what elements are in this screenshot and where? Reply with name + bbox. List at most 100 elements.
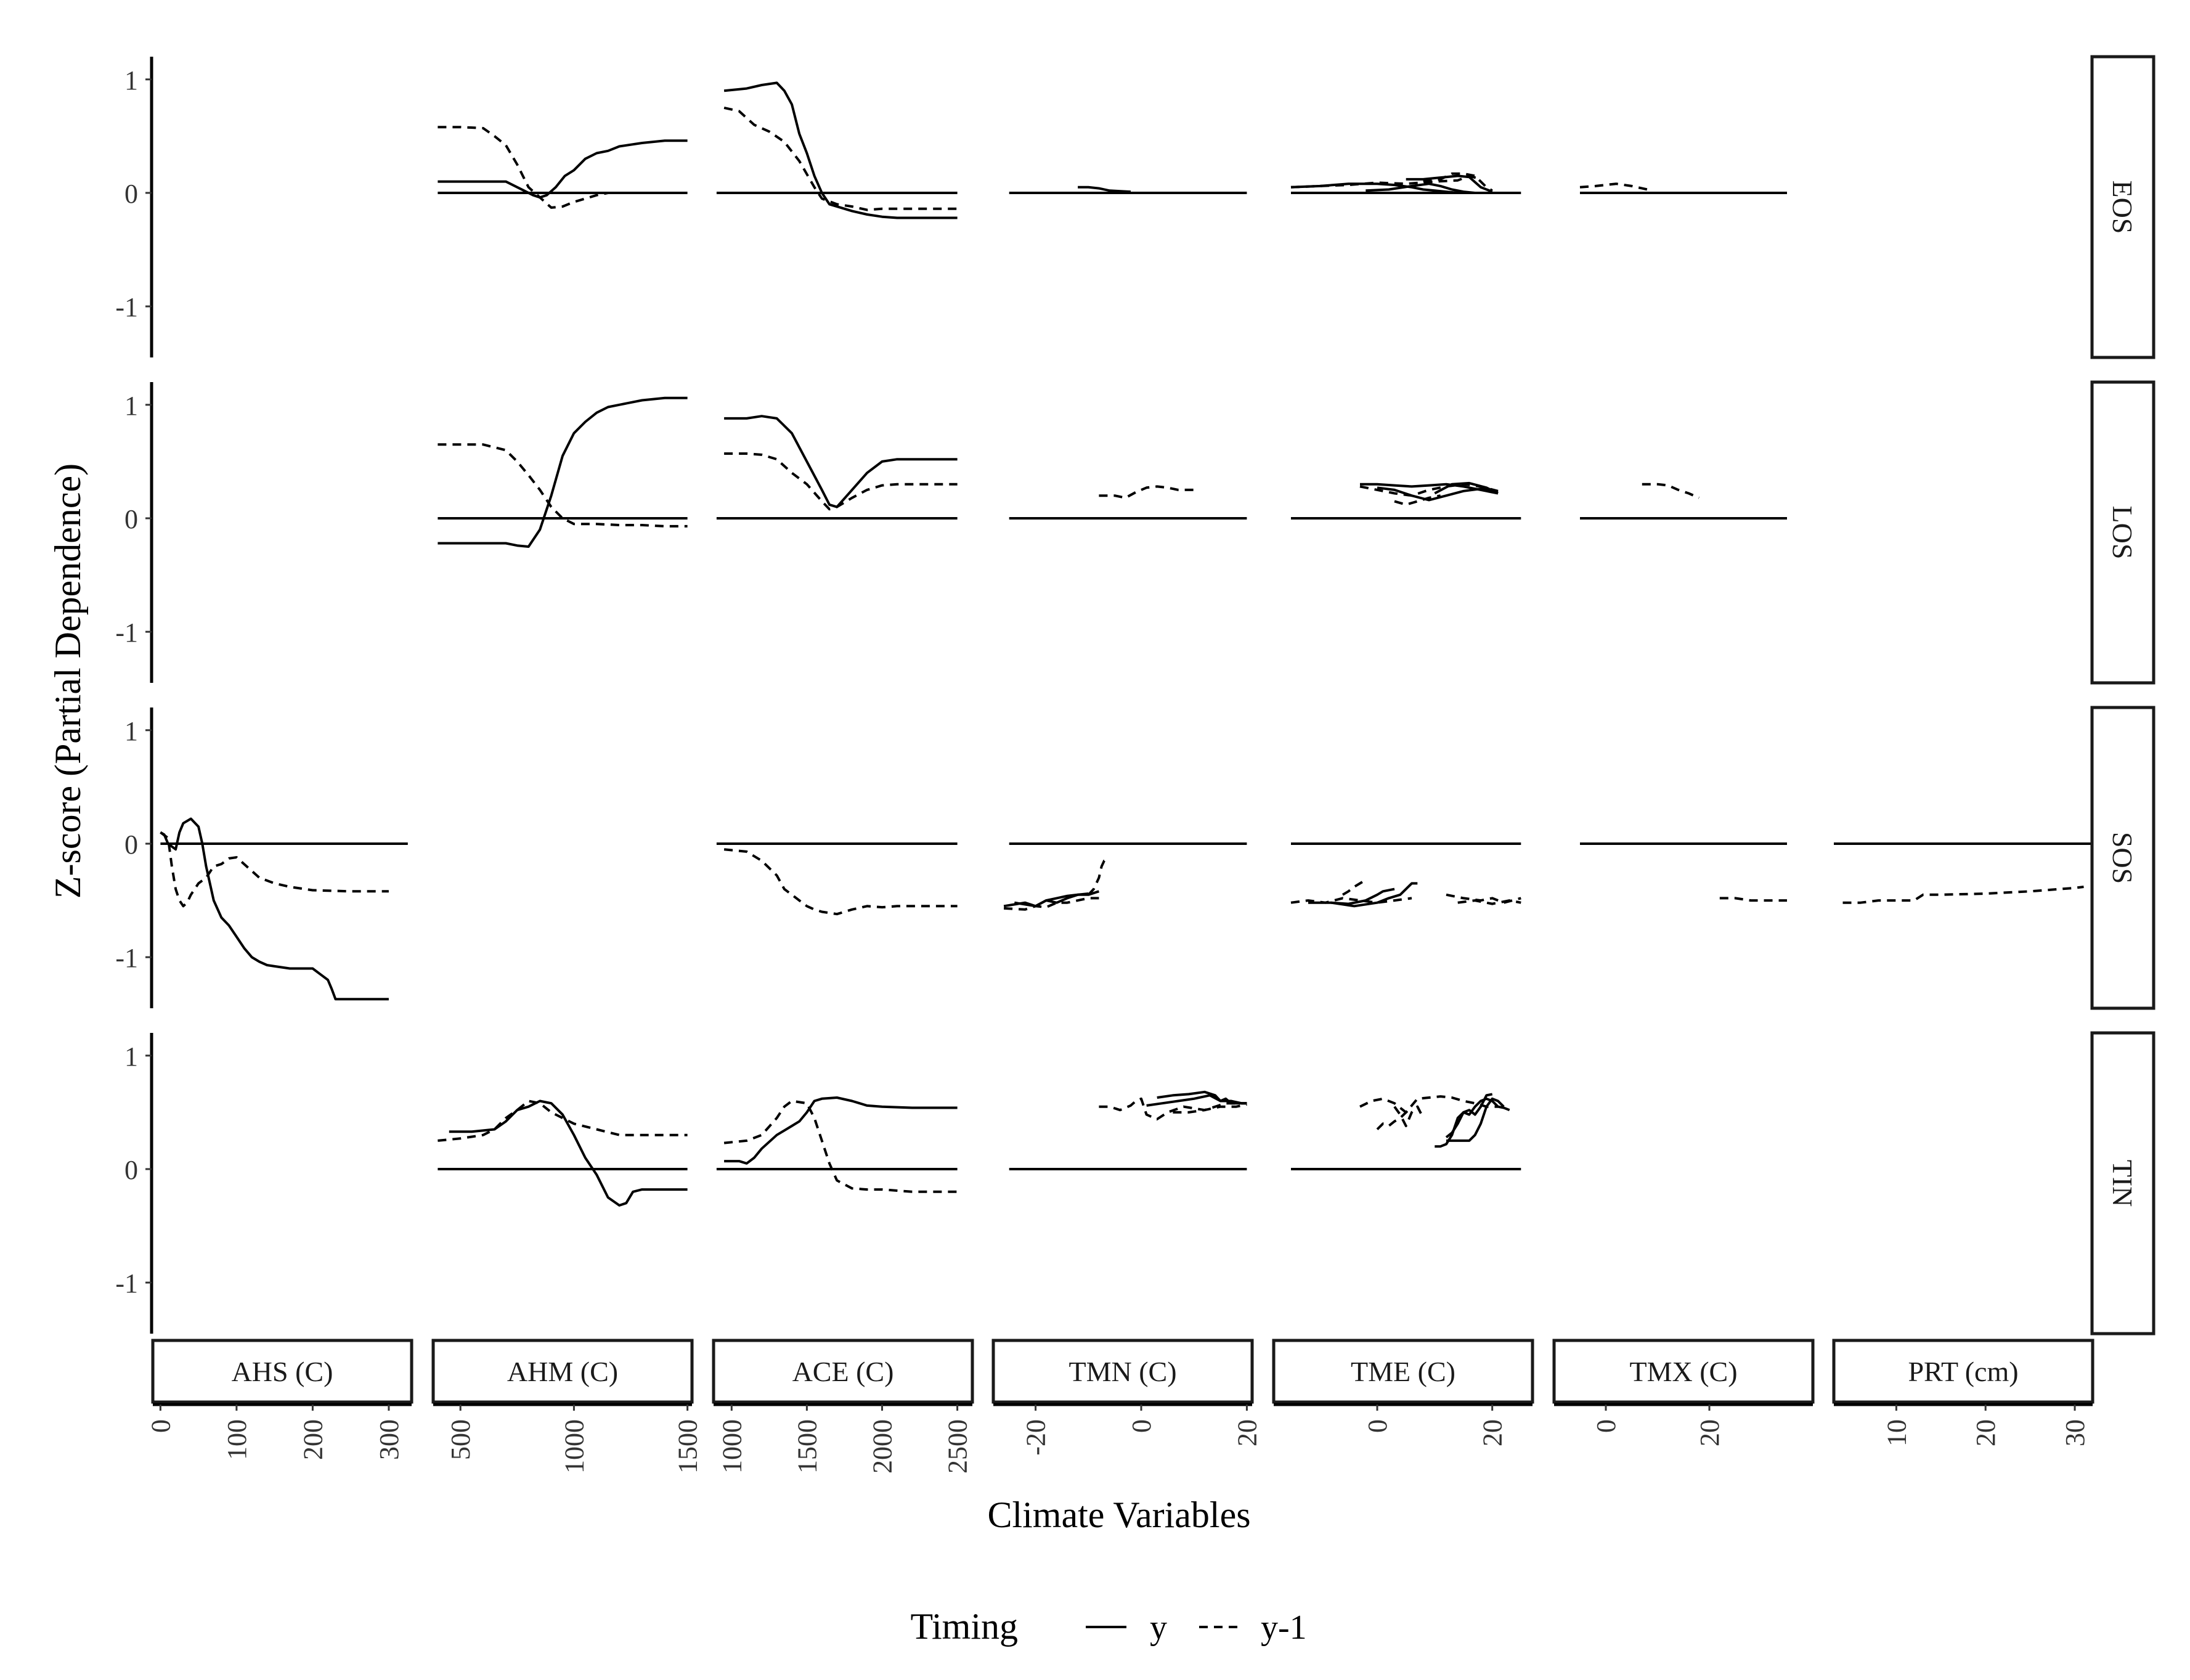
x-axis-ahs-c: 0 100 200 300 [145,1403,412,1460]
y-tick-label: -1 [115,292,138,322]
y-tick-label: 0 [124,830,138,860]
legend: Timing y y-1 [910,1606,1306,1647]
series-line-y-1 [1359,1095,1498,1114]
x-axis-tmn-c: -20 0 20 [993,1403,1262,1456]
col-strip-label: AHS (C) [232,1356,333,1387]
x-tick-label: 30 [2060,1419,2090,1446]
row-strip-box [2090,1031,2155,1335]
y-tick-label: 0 [124,504,138,534]
y-tick-label: 1 [124,716,138,746]
series-line-y-1 [1341,879,1367,896]
col-strip-tmn-c: TMN (C) [991,1339,1254,1404]
x-tick-label: 500 [446,1419,476,1460]
x-tick-label: 0 [1126,1419,1157,1433]
y-tick-label: 1 [124,1042,138,1072]
y-tick-label: 0 [124,179,138,209]
panel-los-ahm-c [438,396,688,548]
x-tick-label: 20 [1695,1419,1725,1446]
panel-sos-tmn-c [1003,842,1247,911]
y-axis-eos: -1 0 1 [115,57,153,357]
y-tick-label: 0 [124,1155,138,1185]
col-strip-label: AHM (C) [507,1356,618,1387]
series-line-y-1 [1446,893,1521,904]
col-strip-box [151,1339,413,1404]
panel-los-tmx-c [1580,483,1787,520]
row-strip-eos: EOS [2090,55,2155,359]
series-line-y [1331,887,1395,905]
series-line-y-1 [1719,897,1787,902]
series-line-y-1 [724,452,958,511]
panel-sos-prt-cm [1834,842,2093,904]
col-strip-box [1552,1339,1815,1404]
col-strip-tme-c: TME (C) [1272,1339,1534,1404]
row-strip-tin: TIN [2090,1031,2155,1335]
y-axis-title: Z-score (Partial Dependence) [47,463,88,899]
series-line-y [1445,1093,1493,1138]
series-line-y [724,1096,958,1165]
x-tick-label: -20 [1021,1419,1051,1456]
panel-sos-tme-c [1290,842,1521,908]
col-strip-box [1832,1339,2094,1404]
x-tick-label: 100 [222,1419,252,1460]
panel-eos-tmx-c [1579,182,1787,194]
series-line-y-1 [1173,1103,1247,1114]
x-axis-tmx-c: 0 20 [1554,1403,1813,1446]
series-line-y [1146,1094,1247,1107]
series-line-y-1 [1842,886,2084,904]
col-strip-ahs-c: AHS (C) [151,1339,413,1404]
series-line-y [1446,1097,1505,1142]
col-strip-prt-cm: PRT (cm) [1832,1339,2094,1404]
series-line-y-1 [1457,899,1521,905]
col-strip-ahm-c: AHM (C) [431,1339,694,1404]
series-line-y-1 [1376,1106,1413,1130]
series-line-y-1 [1393,1105,1425,1127]
series-line-y-1 [1290,897,1412,904]
series-line-y-1 [1087,857,1110,896]
series-line-y-1 [1423,172,1493,192]
panel-eos-ahm-c [438,126,688,209]
series-line-y-1 [723,106,958,211]
x-axis-ace-c: 1000 1500 2000 2500 [714,1403,973,1474]
row-strip-box [2090,55,2155,359]
row-strip-los: LOS [2090,380,2155,685]
y-tick-label: 1 [124,391,138,421]
panel-tin-ahm-c [438,1099,688,1207]
panel-tin-tmn-c [1009,1090,1247,1170]
col-strip-label: PRT (cm) [1908,1356,2018,1387]
x-tick-label: 200 [298,1419,328,1460]
x-tick-label: 1000 [717,1419,747,1474]
row-strip-label: LOS [2107,506,2138,560]
y-axis-sos: -1 0 1 [115,707,153,1008]
series-line-y-1 [438,1099,688,1142]
series-line-y [724,415,958,508]
panel-sos-ahs-c [160,817,408,1001]
x-tick-label: 10 [1881,1419,1911,1446]
row-strip-sos: SOS [2090,706,2155,1010]
series-line-y [438,396,688,548]
series-line-y-1 [438,443,688,528]
legend-label-y-1: y-1 [1261,1609,1307,1647]
col-strip-box [431,1339,694,1404]
strips-layer: EOS LOS SOS TIN AHS (C) AHM (C) ACE (C) TMN (C)… [151,55,2155,1404]
series-line-y-1 [723,1099,958,1193]
series-line-y-1 [1642,483,1699,499]
series-line-y-1 [160,831,389,908]
x-axis-title: Climate Variables [987,1494,1250,1535]
series-line-y-1 [438,126,609,209]
panel-eos-tme-c [1290,172,1521,194]
x-tick-label: 20 [1478,1419,1508,1446]
y-axis-tin: -1 0 1 [115,1033,153,1334]
x-axis-ahm-c: 500 1000 1500 [433,1403,703,1474]
series-line-y [1406,174,1493,193]
row-strip-label: TIN [2107,1160,2138,1207]
panel-tin-ace-c [716,1096,958,1193]
series-line-y [449,1099,688,1207]
row-strip-label: SOS [2107,832,2138,884]
series-line-y [438,139,688,199]
col-strip-label: TMX (C) [1629,1356,1737,1387]
col-strip-ace-c: ACE (C) [712,1339,974,1404]
x-tick-label: 1500 [792,1419,822,1474]
row-strip-box [2090,706,2155,1010]
y-tick-label: -1 [115,618,138,648]
